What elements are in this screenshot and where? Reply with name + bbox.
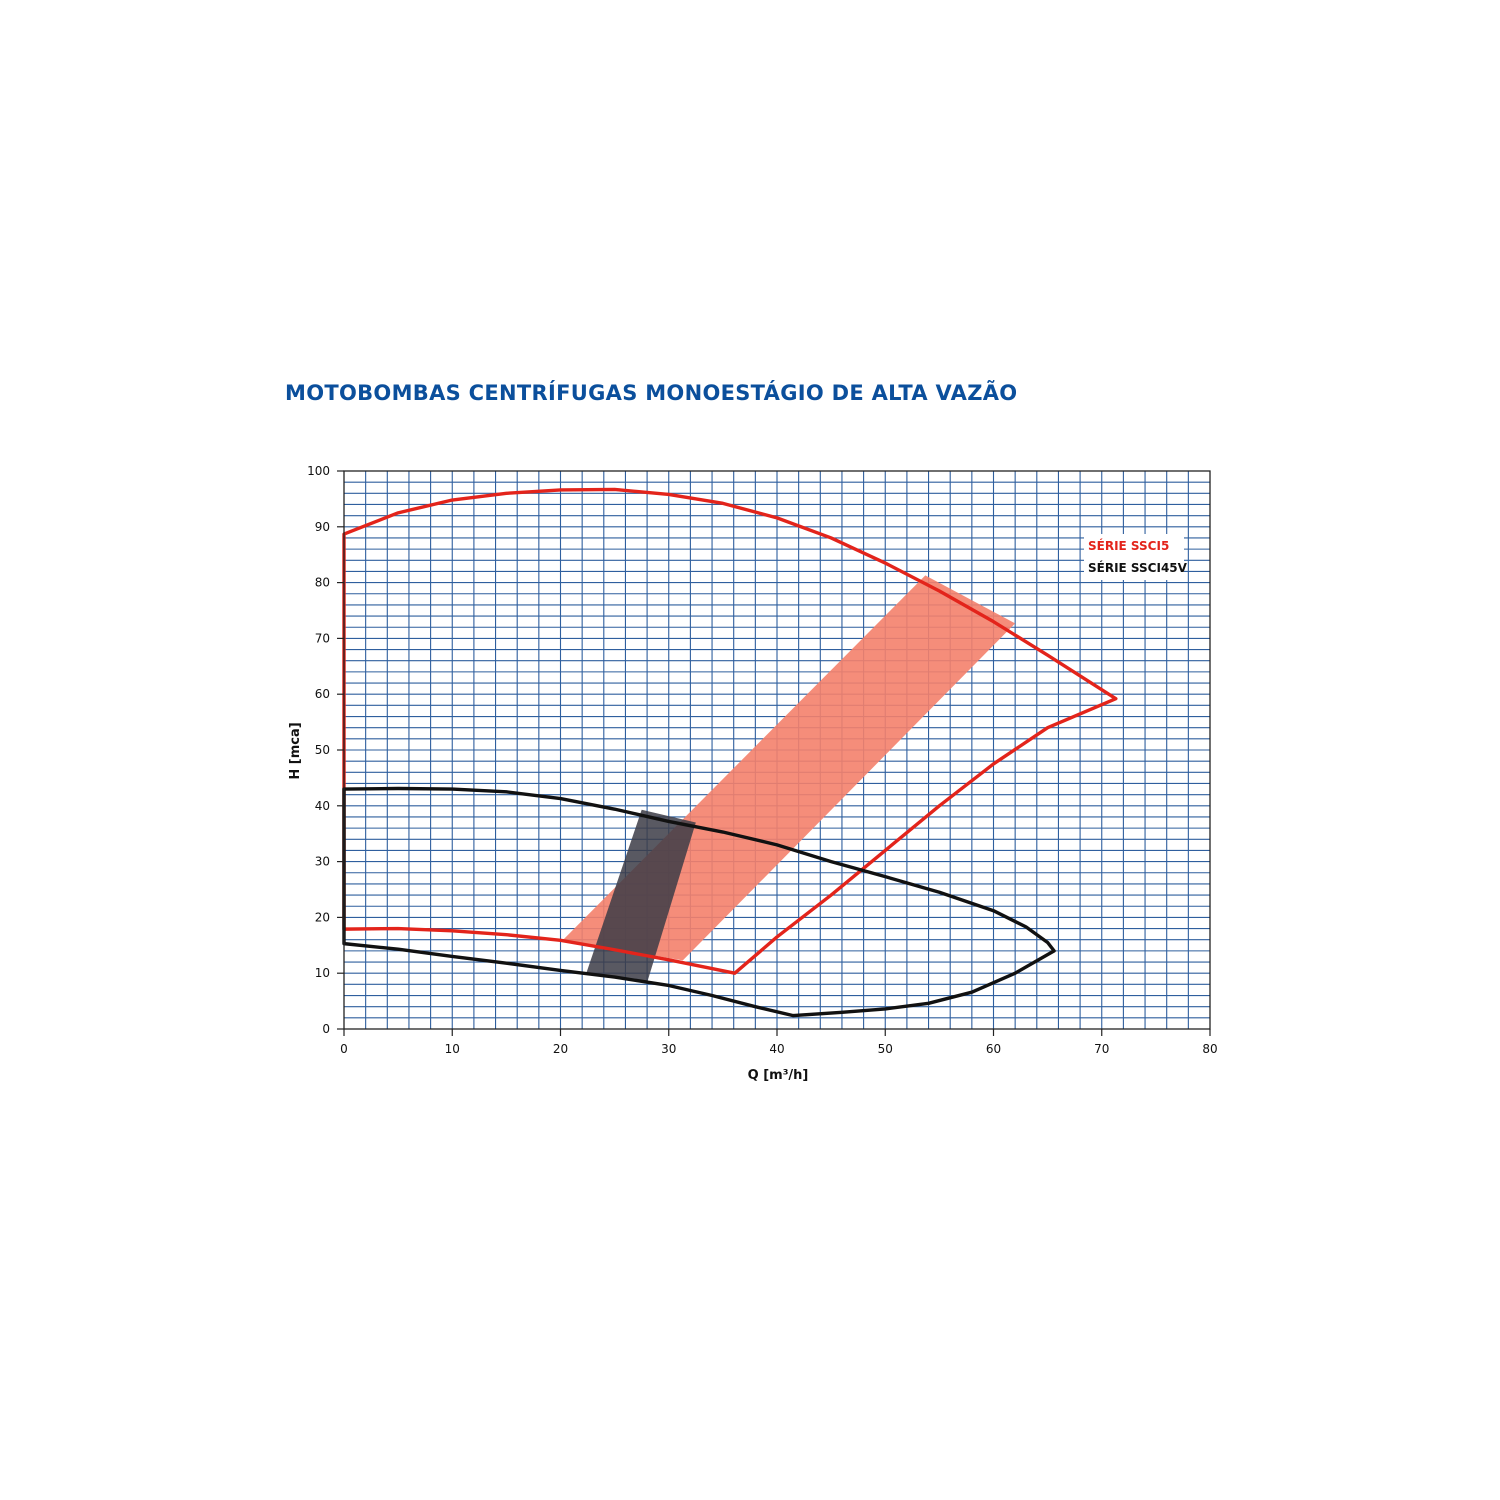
y-tick-label: 70 [315, 631, 330, 645]
legend-item-ssci45v: SÉRIE SSCI45V [1088, 560, 1188, 575]
x-tick-label: 30 [661, 1042, 676, 1056]
chart-axes [337, 470, 1211, 1036]
legend-background [1084, 534, 1184, 580]
x-tick-label: 40 [769, 1042, 784, 1056]
x-tick-labels: 0 10 20 30 40 50 60 70 80 [340, 1042, 1217, 1056]
y-tick-labels: 0 10 20 30 40 50 60 70 80 90 100 [307, 464, 330, 1036]
y-tick-label: 30 [315, 855, 330, 869]
chart-series [342, 487, 1118, 1018]
y-tick-label: 20 [315, 910, 330, 924]
legend-item-ssci5: SÉRIE SSCI5 [1088, 538, 1169, 553]
page-title: MOTOBOMBAS CENTRÍFUGAS MONOESTÁGIO DE AL… [285, 381, 1018, 405]
x-axis-label: Q [m³/h] [748, 1068, 809, 1083]
x-tick-label: 80 [1202, 1042, 1217, 1056]
chart-legend: SÉRIE SSCI5 SÉRIE SSCI45V [1084, 534, 1188, 580]
y-tick-label: 50 [315, 743, 330, 757]
band-ssci45v [586, 809, 696, 983]
y-tick-label: 0 [322, 1022, 330, 1036]
y-tick-label: 100 [307, 464, 330, 478]
y-tick-label: 40 [315, 799, 330, 813]
y-tick-label: 80 [315, 576, 330, 590]
series-line-ssci45v [342, 786, 1056, 1018]
y-tick-label: 60 [315, 687, 330, 701]
x-tick-label: 50 [878, 1042, 893, 1056]
operating-bands [562, 575, 1016, 983]
y-tick-label: 10 [315, 966, 330, 980]
x-tick-label: 20 [553, 1042, 568, 1056]
x-tick-label: 0 [340, 1042, 348, 1056]
y-tick-label: 90 [315, 520, 330, 534]
x-tick-label: 10 [445, 1042, 460, 1056]
x-tick-label: 60 [986, 1042, 1001, 1056]
series-line-ssci5 [342, 487, 1118, 975]
x-tick-label: 70 [1094, 1042, 1109, 1056]
y-axis-label: H [mca] [288, 722, 303, 779]
